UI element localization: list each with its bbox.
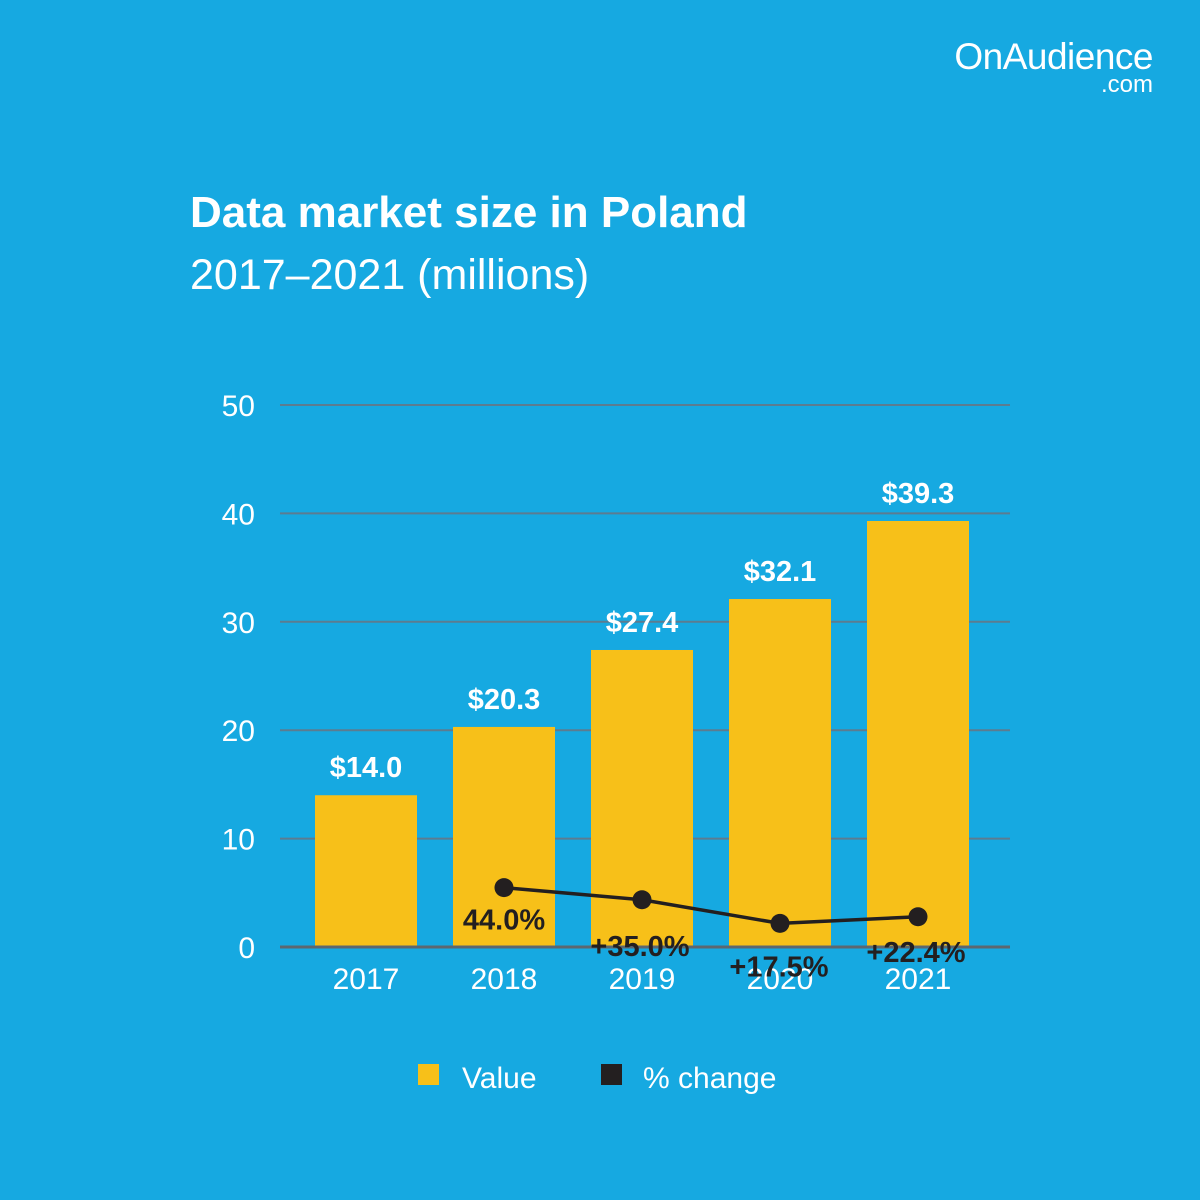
legend-change-swatch: [601, 1064, 622, 1085]
percent-change-point: [908, 907, 928, 927]
percent-change-point: [494, 878, 514, 898]
bar-2020: [729, 599, 831, 947]
brand-logo: OnAudience .com: [954, 38, 1153, 97]
percent-change-label: +17.5%: [729, 951, 828, 983]
bar-2021: [867, 520, 969, 947]
bar-value-label: $14.0: [330, 752, 403, 784]
percent-change-label: 44.0%: [463, 905, 545, 937]
y-tick-label: 40: [222, 498, 255, 531]
bar-2017: [315, 795, 417, 947]
legend-value-label: Value: [462, 1062, 537, 1095]
percent-change-label: +35.0%: [590, 931, 689, 963]
bar-value-label: $39.3: [882, 478, 955, 510]
percent-change-line: [503, 885, 919, 926]
bar-value-label: $20.3: [468, 684, 541, 716]
chart-title: Data market size in Poland: [190, 188, 748, 237]
x-tick-label: 2021: [885, 963, 952, 996]
x-tick-label: 2018: [471, 963, 538, 996]
bar-value-label: $32.1: [744, 556, 817, 588]
bar-2018: [453, 726, 555, 947]
brand-name: OnAudience: [954, 36, 1153, 77]
x-tick-label: 2020: [747, 963, 814, 996]
bar-value-label: $27.4: [606, 607, 679, 639]
y-tick-label: 0: [238, 932, 255, 965]
y-tick-label: 50: [222, 390, 255, 423]
legend-change-label: % change: [643, 1062, 776, 1095]
legend-value-swatch: [418, 1064, 439, 1085]
x-tick-label: 2017: [333, 963, 400, 996]
x-tick-label: 2019: [609, 963, 676, 996]
percent-change-point: [632, 890, 652, 910]
chart-subtitle: 2017–2021 (millions): [190, 251, 590, 299]
y-tick-label: 20: [222, 715, 255, 748]
y-tick-label: 10: [222, 824, 255, 857]
percent-change-label: +22.4%: [866, 937, 965, 969]
y-tick-label: 30: [222, 607, 255, 640]
percent-change-point: [770, 913, 790, 933]
brand-tld: .com: [1100, 71, 1153, 98]
